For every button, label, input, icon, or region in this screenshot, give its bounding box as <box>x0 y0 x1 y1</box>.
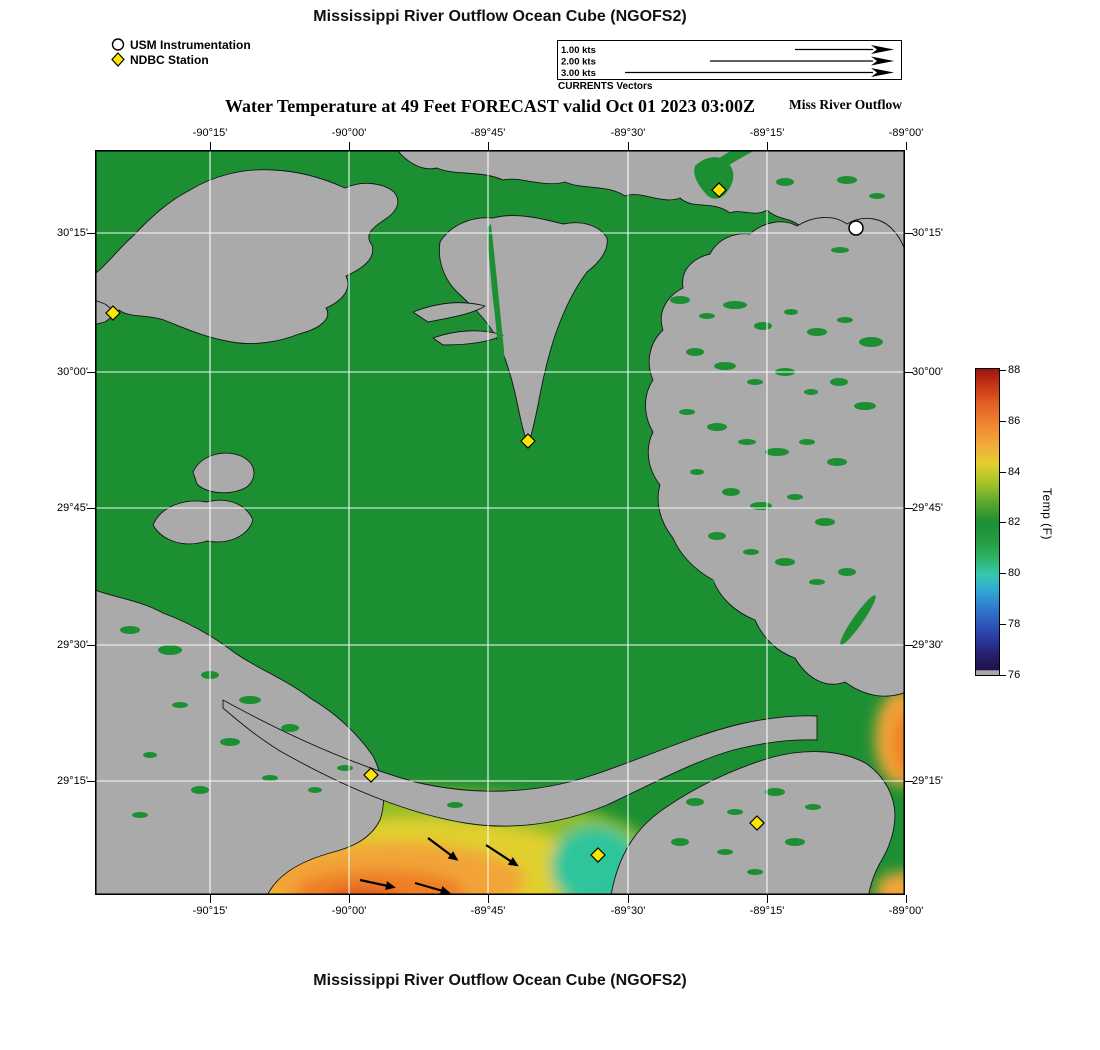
tick-mark <box>1000 420 1006 422</box>
barrier-strip <box>432 330 504 346</box>
ndbc-station-marker <box>749 815 765 831</box>
colorbar-tick-label: 84 <box>1008 466 1021 478</box>
ndbc-station-marker <box>363 767 379 783</box>
vector-legend-label: 1.00 kts <box>561 45 596 56</box>
tick-mark <box>766 895 768 903</box>
tick-mark <box>627 895 629 903</box>
tick-mark <box>1000 674 1006 676</box>
tick-mark <box>905 232 913 234</box>
colorbar-tick-label: 88 <box>1008 364 1021 376</box>
island <box>152 499 254 545</box>
tick-mark <box>87 780 95 782</box>
colorbar-tick-label: 82 <box>1008 516 1021 528</box>
y-axis-tick-label-right: 29°30' <box>912 639 943 651</box>
x-axis-tick-label-top: -89°30' <box>610 127 646 139</box>
x-axis-tick-label-bottom: -90°15' <box>192 905 228 917</box>
station-markers <box>105 182 864 863</box>
ndbc-station-marker <box>520 433 536 449</box>
x-axis-tick-label-bottom: -89°00' <box>888 905 924 917</box>
tick-mark <box>627 142 629 150</box>
colorbar-tick-label: 78 <box>1008 618 1021 630</box>
tick-mark <box>87 507 95 509</box>
tick-mark <box>905 644 913 646</box>
y-axis-tick-label-right: 29°15' <box>912 775 943 787</box>
map-frame <box>95 150 905 895</box>
ndbc-diamond-icon <box>111 52 125 67</box>
y-axis-tick-label-left: 30°00' <box>57 366 88 378</box>
y-axis-tick-label-right: 30°15' <box>912 227 943 239</box>
colorbar-title: Temp (F) <box>1040 488 1054 540</box>
tick-mark <box>905 895 907 903</box>
tick-mark <box>905 142 907 150</box>
usm-circle-icon <box>111 38 125 51</box>
tick-mark <box>348 142 350 150</box>
land-shapes <box>95 150 905 895</box>
forecast-subtitle: Water Temperature at 49 Feet FORECAST va… <box>225 96 755 116</box>
ndbc-station-marker <box>105 305 121 321</box>
tick-mark <box>1000 521 1006 523</box>
marsh-patches <box>120 150 885 875</box>
map-title-bottom: Mississippi River Outflow Ocean Cube (NG… <box>313 972 687 989</box>
y-axis-tick-label-left: 29°15' <box>57 775 88 787</box>
x-axis-tick-label-top: -90°00' <box>331 127 367 139</box>
map-canvas <box>95 150 905 895</box>
tick-mark <box>905 371 913 373</box>
vector-legend-label: 3.00 kts <box>561 68 596 79</box>
current-vector-arrows <box>359 837 519 895</box>
tick-mark <box>766 142 768 150</box>
island <box>192 452 255 494</box>
legend-item-ndbc: NDBC Station <box>110 52 209 67</box>
y-axis-tick-label-right: 29°45' <box>912 502 943 514</box>
x-axis-tick-label-bottom: -89°15' <box>749 905 785 917</box>
colorbar <box>975 368 1000 676</box>
tick-mark <box>905 507 913 509</box>
x-axis-tick-label-bottom: -89°45' <box>470 905 506 917</box>
vector-legend-label: 2.00 kts <box>561 57 596 68</box>
x-axis-tick-label-top: -89°45' <box>470 127 506 139</box>
barrier-strip <box>412 302 486 323</box>
graticule <box>95 150 905 895</box>
tick-mark <box>1000 369 1006 371</box>
currents-vectors-caption: CURRENTS Vectors <box>558 81 653 92</box>
legend-ndbc-label: NDBC Station <box>130 52 209 67</box>
map-title-top: Mississippi River Outflow Ocean Cube (NG… <box>313 8 687 25</box>
tick-mark <box>209 142 211 150</box>
ndbc-station-marker <box>590 847 606 863</box>
tick-mark <box>1000 471 1006 473</box>
east-marsh <box>645 217 905 697</box>
legend-item-usm: USM Instrumentation <box>110 37 251 52</box>
delta-strip <box>222 699 818 827</box>
tick-mark <box>905 780 913 782</box>
y-axis-tick-label-left: 30°15' <box>57 227 88 239</box>
colorbar-tick-label: 86 <box>1008 415 1021 427</box>
tick-mark <box>87 232 95 234</box>
x-axis-tick-label-top: -89°00' <box>888 127 924 139</box>
ndbc-station-marker <box>711 182 727 198</box>
tick-mark <box>487 142 489 150</box>
tick-mark <box>487 895 489 903</box>
x-axis-tick-label-bottom: -90°00' <box>331 905 367 917</box>
tick-mark <box>1000 623 1006 625</box>
usm-instrumentation-marker <box>848 220 864 236</box>
colorbar-tick-label: 80 <box>1008 567 1021 579</box>
tick-mark <box>87 644 95 646</box>
tick-mark <box>209 895 211 903</box>
colorbar-tick-label: 76 <box>1008 669 1021 681</box>
corner-label: Miss River Outflow <box>789 97 902 112</box>
x-axis-tick-label-top: -90°15' <box>192 127 228 139</box>
vector-legend-border <box>557 40 902 80</box>
x-axis-tick-label-top: -89°15' <box>749 127 785 139</box>
tick-mark <box>87 371 95 373</box>
legend-usm-label: USM Instrumentation <box>130 37 251 52</box>
tick-mark <box>348 895 350 903</box>
x-axis-tick-label-bottom: -89°30' <box>610 905 646 917</box>
tick-mark <box>1000 572 1006 574</box>
y-axis-tick-label-left: 29°45' <box>57 502 88 514</box>
y-axis-tick-label-left: 29°30' <box>57 639 88 651</box>
landmass-northwest <box>95 169 399 344</box>
y-axis-tick-label-right: 30°00' <box>912 366 943 378</box>
